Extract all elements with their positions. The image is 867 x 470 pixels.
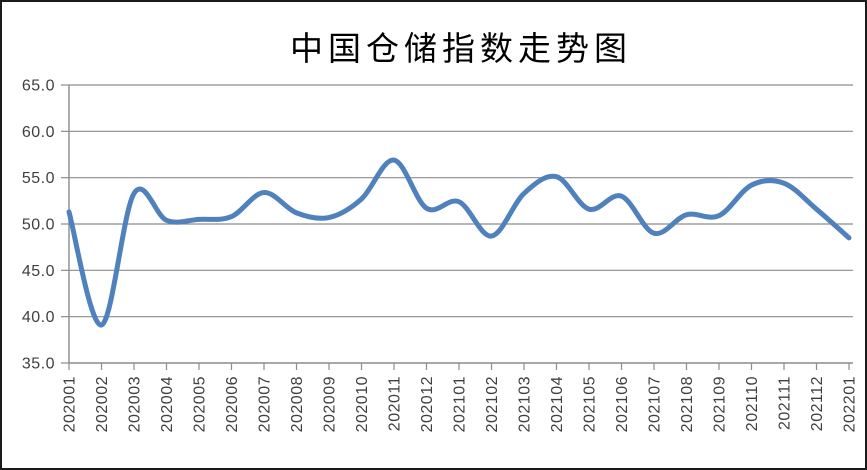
x-tick-label: 202007 (257, 376, 274, 432)
x-tick-label: 202110 (744, 376, 761, 431)
y-tick-label: 45.0 (22, 263, 55, 280)
x-tick-label: 202104 (549, 376, 566, 432)
y-tick-label: 40.0 (22, 309, 55, 326)
x-tick-label: 202001 (62, 376, 79, 432)
x-tick-label: 202109 (712, 376, 729, 432)
y-tick-label: 50.0 (22, 217, 55, 234)
x-tick-label: 202009 (322, 376, 339, 432)
x-tick-label: 202101 (452, 376, 469, 432)
x-tick-label: 202102 (484, 376, 501, 432)
x-tick-label: 202107 (647, 376, 664, 432)
x-tick-label: 202111 (777, 376, 794, 430)
x-tick-label: 202003 (127, 376, 144, 432)
x-tick-label: 202201 (842, 376, 859, 432)
x-tick-label: 202005 (192, 376, 209, 432)
x-tick-label: 202011 (387, 376, 404, 431)
x-tick-label: 202010 (354, 376, 371, 432)
x-tick-label: 202112 (809, 376, 826, 431)
x-tick-label: 202006 (224, 376, 241, 432)
index-line-series (66, 157, 852, 328)
x-tick-label: 202106 (614, 376, 631, 432)
x-tick-label: 202004 (159, 376, 176, 432)
y-tick-label: 65.0 (22, 78, 55, 95)
x-tick-label: 202105 (582, 376, 599, 432)
x-tick-label: 202008 (289, 376, 306, 432)
x-tick-label: 202108 (679, 376, 696, 432)
chart-title: 中国仓储指数走势图 (290, 32, 632, 68)
x-tick-label: 202012 (419, 376, 436, 432)
y-tick-label: 55.0 (22, 170, 55, 187)
y-tick-label: 35.0 (22, 356, 55, 373)
x-tick-label: 202103 (517, 376, 534, 432)
y-tick-label: 60.0 (22, 124, 55, 141)
x-tick-label: 202002 (94, 376, 111, 432)
